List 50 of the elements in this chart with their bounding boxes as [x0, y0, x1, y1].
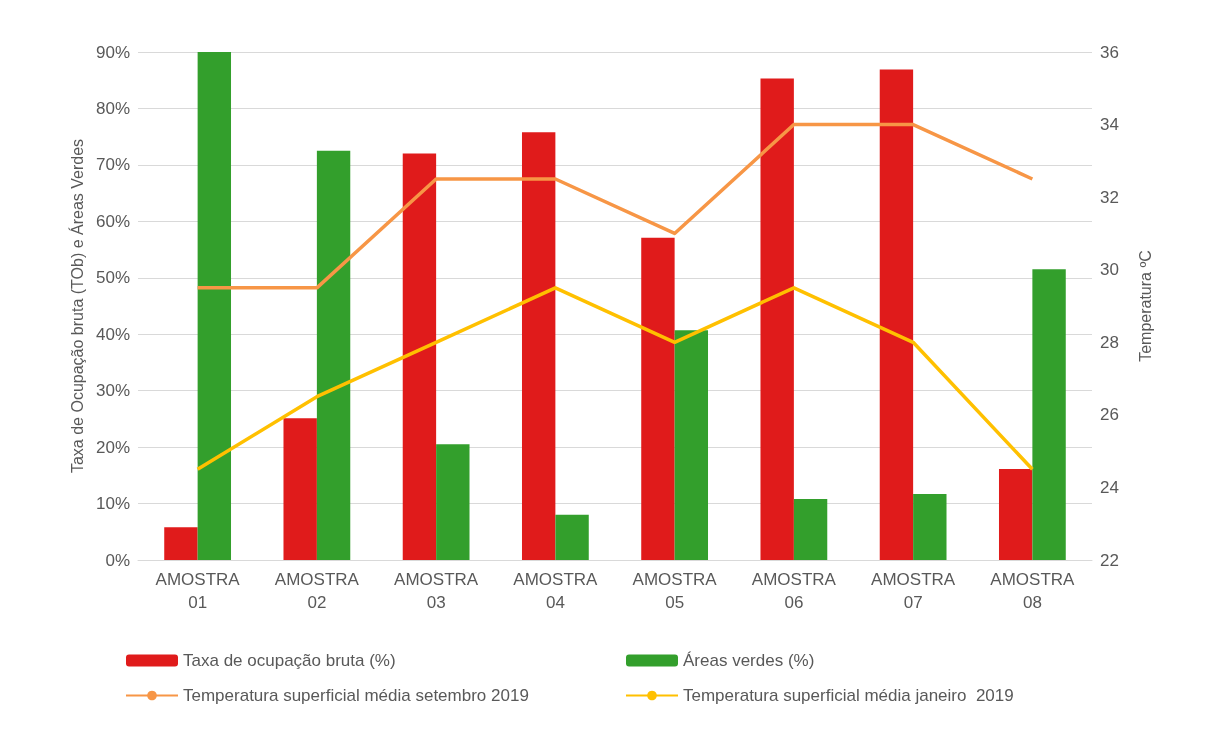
- bar: [436, 444, 470, 560]
- bar: [164, 527, 198, 560]
- y2-tick-label: 32: [1100, 187, 1119, 207]
- bar: [760, 78, 794, 560]
- x-tick-label: AMOSTRA 06: [751, 570, 837, 612]
- line-series: [195, 286, 1035, 472]
- y-tick-label: 20%: [95, 437, 130, 457]
- bar: [316, 150, 351, 560]
- x-tick-label: AMOSTRA 01: [155, 570, 241, 612]
- bar: [402, 153, 437, 560]
- y-tick-label: 50%: [95, 268, 130, 288]
- bar: [1032, 269, 1066, 560]
- line-series: [195, 122, 1035, 290]
- y-tick-label: 0%: [105, 550, 130, 570]
- bar: [998, 469, 1033, 560]
- legend-label: Temperatura superficial média janeiro 2019: [683, 686, 1014, 705]
- bar: [674, 330, 709, 560]
- legend-label: Taxa de ocupação bruta (%): [183, 651, 396, 670]
- y-axis-title: Taxa de Ocupação bruta (TOb) e Áreas Verdes: [67, 138, 86, 474]
- y2-tick-label: 26: [1100, 405, 1119, 425]
- x-tick-label: AMOSTRA 04: [513, 570, 599, 612]
- y2-tick-label: 30: [1100, 260, 1119, 280]
- y-tick-label: 70%: [95, 155, 130, 175]
- y2-tick-label: 22: [1100, 550, 1119, 570]
- y-tick-label: 60%: [95, 211, 130, 231]
- y2-axis-title: Temperatura ºC: [1136, 250, 1154, 362]
- x-tick-label: AMOSTRA 07: [871, 570, 956, 612]
- y-tick-label: 90%: [95, 42, 130, 62]
- legend-label: Temperatura superficial média setembro 2019: [183, 686, 529, 705]
- y2-tick-label: 24: [1100, 477, 1119, 497]
- y2-tick-label: 28: [1100, 332, 1119, 352]
- y-tick-label: 10%: [95, 494, 130, 514]
- bar: [641, 237, 675, 560]
- y-tick-label: 80%: [95, 98, 130, 118]
- legend-label: Áreas verdes (%): [683, 651, 815, 670]
- x-tick-label: AMOSTRA 08: [990, 570, 1076, 612]
- bar: [197, 52, 232, 560]
- y2-tick-label: 34: [1100, 115, 1119, 135]
- y-tick-label: 40%: [95, 324, 130, 344]
- bar: [879, 69, 914, 560]
- bar: [913, 493, 947, 560]
- y2-tick-label: 36: [1100, 42, 1119, 62]
- bar: [521, 132, 556, 560]
- bar: [793, 499, 828, 560]
- y-tick-label: 30%: [95, 381, 130, 401]
- bar: [283, 418, 317, 560]
- bar: [555, 514, 589, 560]
- x-tick-label: AMOSTRA 03: [394, 570, 479, 612]
- x-tick-label: AMOSTRA 02: [274, 570, 360, 612]
- x-tick-label: AMOSTRA 05: [632, 570, 718, 612]
